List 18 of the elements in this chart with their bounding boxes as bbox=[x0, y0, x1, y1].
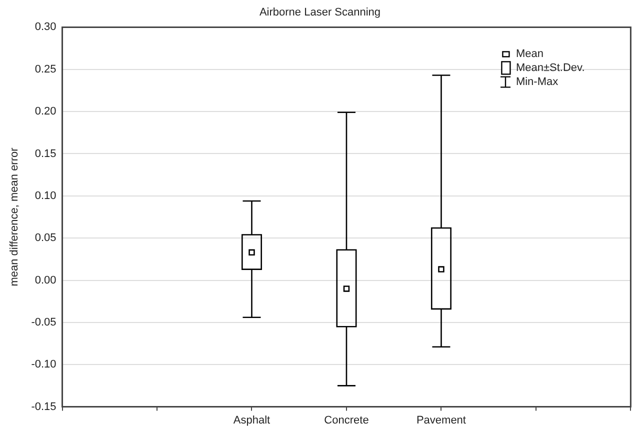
y-tick-label: 0.05 bbox=[34, 232, 56, 244]
y-tick-label: 0.00 bbox=[34, 274, 56, 286]
annotation: Min-Max bbox=[516, 76, 558, 89]
y-tick-label: 0.20 bbox=[34, 106, 56, 118]
y-tick-label: 0.10 bbox=[34, 190, 56, 202]
y-tick-label: -0.05 bbox=[31, 316, 56, 328]
y-tick-label: 0.15 bbox=[34, 148, 56, 160]
y-tick-label: -0.10 bbox=[31, 358, 56, 371]
chart-title: Airborne Laser Scanning bbox=[259, 6, 381, 19]
annotation: Mean±St.Dev. bbox=[516, 62, 585, 75]
y-tick-label: 0.25 bbox=[34, 63, 56, 76]
annotation: Mean bbox=[516, 48, 544, 61]
x-tick-label: Concrete bbox=[324, 414, 369, 426]
x-tick-label: Asphalt bbox=[233, 414, 270, 426]
x-tick-label: Pavement bbox=[416, 414, 466, 426]
y-axis-title: mean difference, mean error bbox=[8, 147, 21, 286]
y-tick-label: 0.30 bbox=[34, 21, 56, 34]
y-tick-label: -0.15 bbox=[31, 400, 56, 413]
